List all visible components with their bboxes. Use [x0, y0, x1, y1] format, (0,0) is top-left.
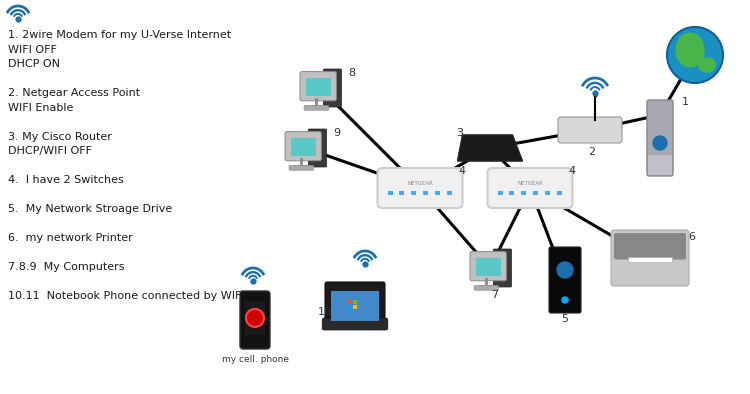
Text: my cell. phone: my cell. phone	[221, 355, 289, 364]
Text: 4: 4	[458, 166, 466, 176]
Circle shape	[667, 27, 723, 83]
Text: 1. 2wire Modem for my U-Verse Internet: 1. 2wire Modem for my U-Verse Internet	[8, 30, 231, 40]
Text: 4: 4	[568, 166, 575, 176]
Bar	[348, 305, 352, 309]
FancyBboxPatch shape	[300, 72, 337, 101]
Circle shape	[246, 309, 264, 327]
FancyBboxPatch shape	[325, 282, 385, 322]
Text: WIFI OFF: WIFI OFF	[8, 45, 57, 54]
FancyBboxPatch shape	[494, 249, 512, 287]
Bar	[556, 191, 562, 195]
FancyBboxPatch shape	[323, 69, 341, 107]
Text: 2. Netgear Access Point: 2. Netgear Access Point	[8, 88, 140, 98]
Text: 9: 9	[334, 128, 340, 138]
Bar	[497, 191, 502, 195]
Bar	[353, 305, 357, 309]
Ellipse shape	[698, 58, 715, 72]
Text: 4.  I have 2 Switches: 4. I have 2 Switches	[8, 175, 124, 185]
FancyBboxPatch shape	[558, 117, 622, 143]
FancyBboxPatch shape	[549, 247, 581, 313]
Bar	[533, 191, 538, 195]
Text: DHCP/WIFI OFF: DHCP/WIFI OFF	[8, 146, 92, 156]
Circle shape	[653, 136, 667, 150]
Circle shape	[562, 297, 568, 303]
Text: 7: 7	[491, 290, 499, 300]
Ellipse shape	[676, 33, 704, 67]
Circle shape	[557, 262, 573, 278]
Text: NETGEAR: NETGEAR	[517, 180, 543, 186]
Bar	[332, 291, 379, 321]
Bar	[521, 191, 526, 195]
Text: 2: 2	[589, 147, 596, 157]
Bar	[388, 191, 392, 195]
Text: 10.11  Notebook Phone connected by WIFI: 10.11 Notebook Phone connected by WIFI	[8, 291, 244, 301]
Bar	[446, 191, 452, 195]
FancyBboxPatch shape	[648, 155, 672, 175]
Text: 3. My Cisco Router: 3. My Cisco Router	[8, 132, 112, 141]
Text: 6: 6	[688, 232, 695, 242]
FancyBboxPatch shape	[289, 165, 314, 170]
Bar	[348, 300, 352, 304]
FancyBboxPatch shape	[240, 291, 270, 349]
Bar	[435, 191, 439, 195]
Text: 1: 1	[682, 97, 688, 107]
FancyBboxPatch shape	[308, 129, 326, 167]
Bar	[353, 300, 357, 304]
Text: WIFI Enable: WIFI Enable	[8, 102, 74, 113]
Text: 6.  my network Printer: 6. my network Printer	[8, 233, 133, 243]
FancyBboxPatch shape	[611, 230, 689, 286]
Bar	[305, 78, 331, 97]
FancyBboxPatch shape	[304, 105, 328, 110]
Bar	[290, 138, 316, 156]
Bar	[509, 191, 515, 195]
FancyBboxPatch shape	[377, 168, 463, 208]
Text: DHCP ON: DHCP ON	[8, 59, 60, 69]
FancyBboxPatch shape	[245, 301, 265, 335]
Text: 5.  My Network Stroage Drive: 5. My Network Stroage Drive	[8, 204, 172, 214]
Bar	[544, 191, 550, 195]
Bar	[399, 191, 404, 195]
Bar	[423, 191, 428, 195]
FancyBboxPatch shape	[470, 252, 506, 281]
FancyBboxPatch shape	[285, 132, 322, 161]
FancyBboxPatch shape	[614, 233, 686, 260]
Text: 3: 3	[457, 128, 464, 138]
Polygon shape	[458, 135, 523, 161]
Text: NETGEAR: NETGEAR	[407, 180, 433, 186]
FancyBboxPatch shape	[474, 285, 499, 290]
Bar	[476, 258, 501, 276]
Bar	[628, 257, 671, 262]
Text: 7.8.9  My Computers: 7.8.9 My Computers	[8, 262, 124, 272]
FancyBboxPatch shape	[647, 100, 673, 176]
FancyBboxPatch shape	[322, 318, 388, 330]
FancyBboxPatch shape	[488, 168, 572, 208]
Text: 8: 8	[349, 68, 355, 78]
Bar	[411, 191, 416, 195]
Text: 5: 5	[562, 314, 568, 324]
Text: 10: 10	[318, 307, 332, 317]
